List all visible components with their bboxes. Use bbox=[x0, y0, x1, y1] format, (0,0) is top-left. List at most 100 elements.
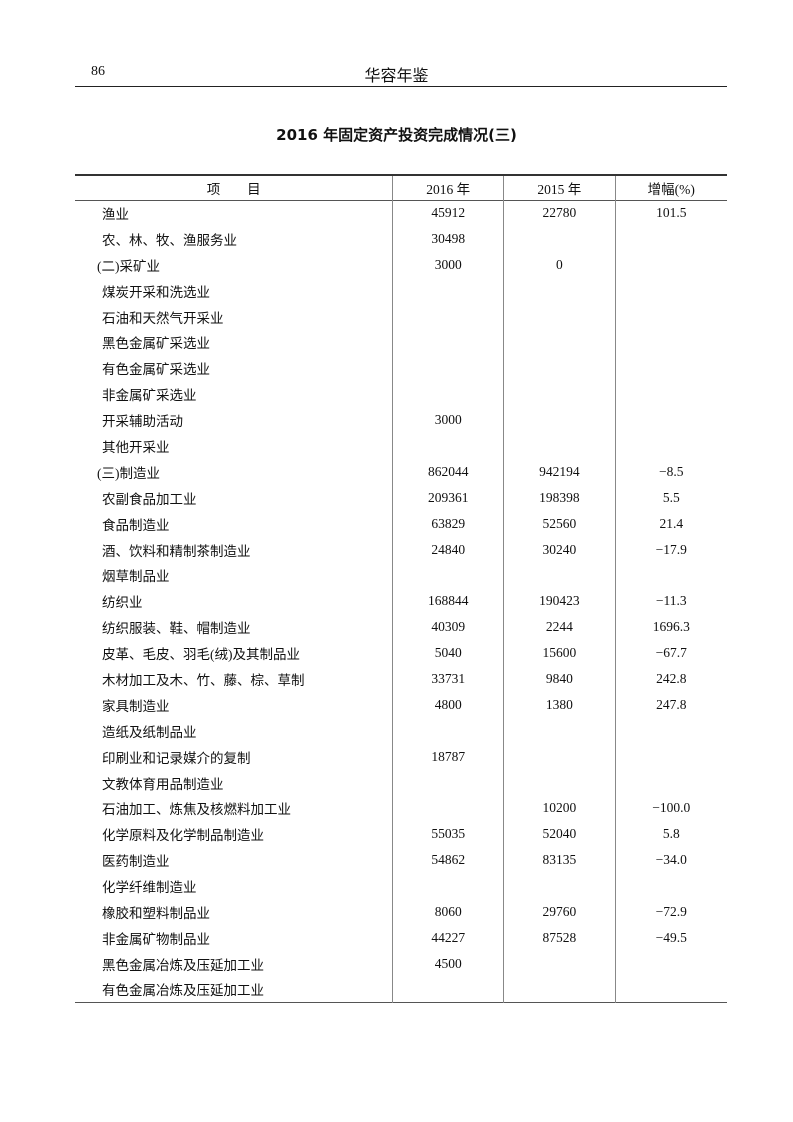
value-2015 bbox=[503, 769, 616, 796]
value-growth bbox=[615, 304, 727, 330]
table-row: 农副食品加工业 209361 198398 5.5 bbox=[75, 484, 727, 511]
value-2016: 55035 bbox=[392, 821, 505, 848]
value-2016: 18787 bbox=[392, 743, 505, 770]
header-item: 项 目 bbox=[75, 175, 394, 200]
row-item: 有色金属矿采选业 bbox=[75, 355, 394, 382]
value-growth: 1696.3 bbox=[652, 619, 690, 635]
value-2015: 942194 bbox=[503, 458, 616, 485]
value-2016 bbox=[392, 873, 505, 900]
value-growth: 21.4 bbox=[659, 515, 684, 531]
table-row: 橡胶和塑料制品业 8060 29760 −72.9 bbox=[75, 899, 727, 925]
value-2015 bbox=[503, 381, 616, 408]
table-row: 农、林、牧、渔服务业 30498 bbox=[75, 225, 727, 252]
value-2016: 63829 bbox=[392, 510, 505, 537]
table-row: 食品制造业 63829 52560 21.4 bbox=[75, 510, 727, 537]
value-2016 bbox=[392, 976, 505, 1003]
value-2016: 5040 bbox=[392, 640, 505, 667]
row-item: 煤炭开采和洗选业 bbox=[75, 277, 394, 304]
row-item: 非金属矿物制品业 bbox=[75, 924, 394, 951]
row-item: 文教体育用品制造业 bbox=[75, 769, 394, 796]
value-2015: 2244 bbox=[503, 614, 616, 641]
value-2016: 33731 bbox=[392, 666, 505, 692]
table-row: (二)采矿业 3000 0 bbox=[75, 251, 727, 278]
value-growth bbox=[615, 407, 727, 433]
table-row: 皮革、毛皮、羽毛(绒)及其制品业 5040 15600 −67.7 bbox=[75, 640, 727, 667]
table-title: 2016 年固定资产投资完成情况(三) bbox=[276, 126, 517, 144]
table-row: 文教体育用品制造业 bbox=[75, 769, 727, 796]
table-row: 黑色金属冶炼及压延加工业 4500 bbox=[75, 950, 727, 977]
value-2015: 190423 bbox=[503, 588, 616, 615]
row-item: 石油加工、炼焦及核燃料加工业 bbox=[75, 795, 394, 822]
table-row: 木材加工及木、竹、藤、棕、草制 33731 9840 242.8 bbox=[75, 666, 727, 692]
header-rule bbox=[75, 86, 727, 87]
row-item: 家具制造业 bbox=[75, 691, 394, 718]
value-growth: 5.8 bbox=[662, 826, 680, 842]
value-2016: 54862 bbox=[392, 847, 505, 874]
row-item: 橡胶和塑料制品业 bbox=[75, 899, 394, 925]
value-2016: 45912 bbox=[392, 200, 505, 226]
value-2015: 15600 bbox=[503, 640, 616, 667]
value-2015: 52560 bbox=[503, 510, 616, 537]
value-growth bbox=[615, 278, 727, 304]
value-growth: −34.0 bbox=[655, 852, 687, 868]
header-2016: 2016 年 bbox=[392, 175, 505, 200]
value-2015 bbox=[503, 355, 616, 382]
value-growth bbox=[615, 977, 727, 1003]
table-row: 开采辅助活动 3000 bbox=[75, 407, 727, 434]
value-2015: 29760 bbox=[503, 899, 616, 925]
value-growth: −72.9 bbox=[655, 903, 687, 919]
value-2015: 1380 bbox=[503, 691, 616, 718]
value-2015 bbox=[503, 717, 616, 744]
row-item: 烟草制品业 bbox=[75, 562, 394, 589]
value-growth bbox=[615, 433, 727, 459]
table-row: 化学纤维制造业 bbox=[75, 873, 727, 900]
row-item: 农、林、牧、渔服务业 bbox=[75, 225, 394, 252]
value-2016: 168844 bbox=[392, 588, 505, 615]
value-growth bbox=[615, 355, 727, 381]
value-2016 bbox=[392, 433, 505, 459]
row-item: (二)采矿业 bbox=[75, 251, 394, 278]
value-2015: 83135 bbox=[503, 847, 616, 874]
header-growth: 增幅(%) bbox=[647, 181, 695, 197]
row-item: 酒、饮料和精制茶制造业 bbox=[75, 536, 394, 563]
value-growth: 247.8 bbox=[656, 696, 687, 712]
value-2016 bbox=[392, 329, 505, 356]
row-item: 医药制造业 bbox=[75, 847, 394, 874]
value-growth: −8.5 bbox=[659, 463, 684, 479]
value-2016 bbox=[392, 277, 505, 304]
value-2016 bbox=[392, 303, 505, 330]
row-item: 化学原料及化学制品制造业 bbox=[75, 821, 394, 848]
row-item: 纺织业 bbox=[75, 588, 394, 615]
value-growth bbox=[615, 718, 727, 744]
value-2016 bbox=[392, 381, 505, 408]
value-2016: 862044 bbox=[392, 458, 505, 485]
value-growth bbox=[615, 951, 727, 977]
investment-table: 项 目 2016 年 2015 年 增幅(%) 渔业 45912 22780 101.… bbox=[75, 174, 727, 1004]
row-item: 木材加工及木、竹、藤、棕、草制 bbox=[75, 666, 394, 692]
value-2016: 209361 bbox=[392, 484, 505, 511]
value-growth bbox=[615, 562, 727, 588]
value-2015 bbox=[503, 976, 616, 1003]
row-item: 皮革、毛皮、羽毛(绒)及其制品业 bbox=[75, 640, 394, 667]
value-growth: 101.5 bbox=[656, 205, 687, 221]
table-row: 石油加工、炼焦及核燃料加工业 10200 −100.0 bbox=[75, 795, 727, 822]
value-2015: 9840 bbox=[503, 666, 616, 692]
table-row: 化学原料及化学制品制造业 55035 52040 5.8 bbox=[75, 821, 727, 848]
running-head: 华容年鉴 bbox=[364, 66, 429, 85]
value-2016: 4500 bbox=[392, 950, 505, 977]
value-growth bbox=[615, 770, 727, 796]
value-2015: 52040 bbox=[503, 821, 616, 848]
table-row: 造纸及纸制品业 bbox=[75, 717, 727, 744]
table-row: 黑色金属矿采选业 bbox=[75, 329, 727, 356]
value-2015: 22780 bbox=[503, 200, 616, 226]
value-2016: 30498 bbox=[392, 225, 505, 252]
value-2016: 44227 bbox=[392, 924, 505, 951]
table-row: 煤炭开采和洗选业 bbox=[75, 277, 727, 304]
value-growth bbox=[615, 744, 727, 770]
value-2015 bbox=[503, 433, 616, 459]
row-item: 纺织服装、鞋、帽制造业 bbox=[75, 614, 394, 641]
value-2015 bbox=[503, 407, 616, 434]
value-2015 bbox=[503, 329, 616, 356]
row-item: 印刷业和记录媒介的复制 bbox=[75, 743, 394, 770]
table-row: 家具制造业 4800 1380 247.8 bbox=[75, 691, 727, 718]
